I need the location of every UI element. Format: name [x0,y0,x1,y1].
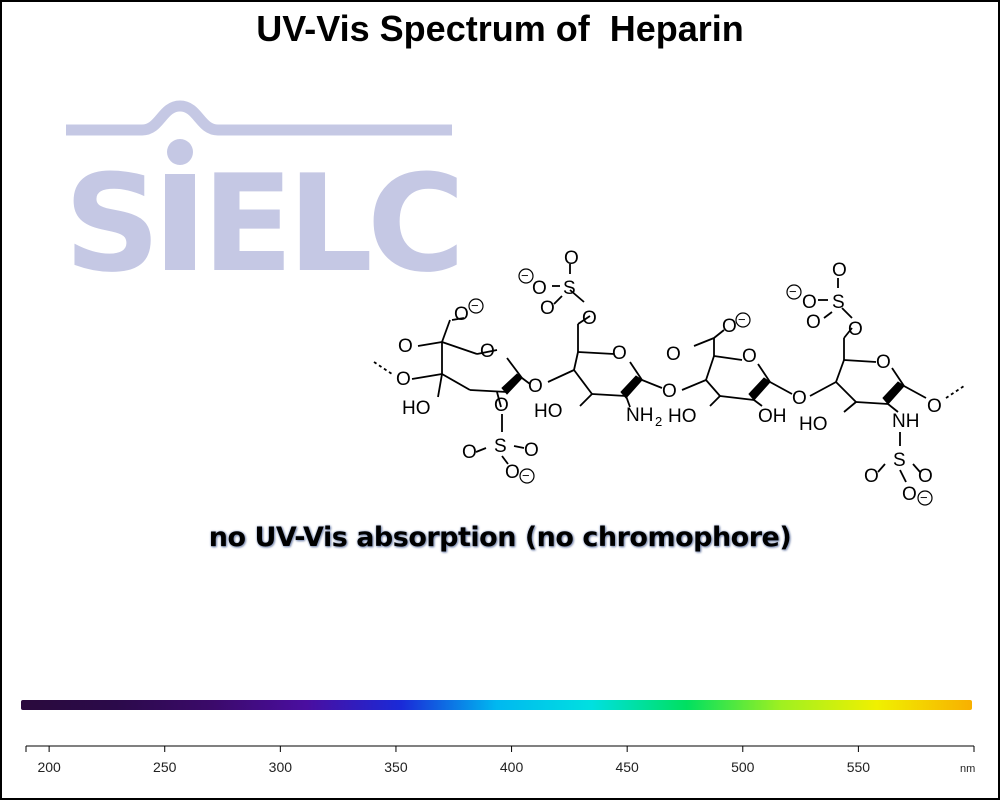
svg-text:O: O [848,319,863,340]
svg-text:OH: OH [758,406,787,427]
svg-text:O: O [532,278,547,299]
svg-text:O: O [666,344,681,365]
x-axis: 200 250 300 350 400 450 500 550 nm [25,745,975,775]
svg-text:S: S [563,278,576,299]
svg-text:−: − [789,284,797,299]
svg-text:O: O [480,341,495,362]
svg-text:O: O [876,352,891,373]
svg-text:HO: HO [799,414,828,435]
svg-text:−: − [738,312,746,327]
svg-text:NH: NH [626,405,653,426]
chart-title: UV-Vis Spectrum of Heparin [256,8,744,49]
svg-text:O: O [792,388,807,409]
svg-text:O: O [454,304,469,325]
x-tick-label: 300 [269,759,293,775]
x-tick-label: 550 [847,759,871,775]
svg-text:S: S [832,292,845,313]
svg-text:O: O [462,442,477,463]
svg-text:O: O [524,440,539,461]
svg-text:O: O [505,462,520,483]
ring-3: O O O − HO OH [666,312,793,427]
svg-text:−: − [471,298,479,313]
svg-text:O: O [612,343,627,364]
ring-2: O O S O O − O HO NH 2 [518,248,663,429]
svg-text:O: O [832,260,847,281]
svg-text:−: − [920,490,928,505]
svg-text:O: O [396,369,411,390]
svg-text:O: O [806,312,821,333]
wavelength-color-bar [21,700,972,710]
svg-text:O: O [902,484,917,505]
svg-text:O: O [494,395,509,416]
svg-text:O: O [528,376,543,397]
heparin-structure: O O − O O HO O S O O O − O [373,248,965,506]
svg-text:HO: HO [534,401,563,422]
svg-text:O: O [564,248,579,269]
svg-text:−: − [522,468,530,483]
x-tick-label: 450 [615,759,639,775]
svg-text:S: S [893,450,906,471]
x-tick-label: 400 [500,759,524,775]
svg-text:O: O [398,336,413,357]
sielc-logo: S ELC [64,100,465,302]
ring-4: O O O S O O − O HO NH S O O O − [786,260,965,506]
x-axis-unit: nm [960,763,975,775]
svg-text:O: O [864,466,879,487]
svg-text:O: O [927,396,942,417]
x-tick-label: 350 [384,759,408,775]
svg-text:HO: HO [668,406,697,427]
x-tick-label: 250 [153,759,177,775]
svg-text:NH: NH [892,411,919,432]
svg-text:S: S [64,146,157,302]
svg-text:O: O [802,292,817,313]
svg-text:S: S [494,436,507,457]
svg-text:HO: HO [402,398,431,419]
x-tick-label: 500 [731,759,755,775]
x-tick-label: 200 [37,759,61,775]
svg-text:O: O [722,316,737,337]
svg-text:−: − [521,268,529,283]
svg-text:O: O [918,466,933,487]
svg-text:O: O [742,346,757,367]
svg-text:ELC: ELC [202,146,459,302]
svg-text:2: 2 [655,414,662,429]
svg-text:O: O [582,308,597,329]
no-absorption-note: no UV-Vis absorption (no chromophore) [208,522,792,553]
ring-1: O O − O O HO O S O O O − [373,298,539,484]
svg-text:O: O [662,381,677,402]
svg-text:O: O [540,298,555,319]
